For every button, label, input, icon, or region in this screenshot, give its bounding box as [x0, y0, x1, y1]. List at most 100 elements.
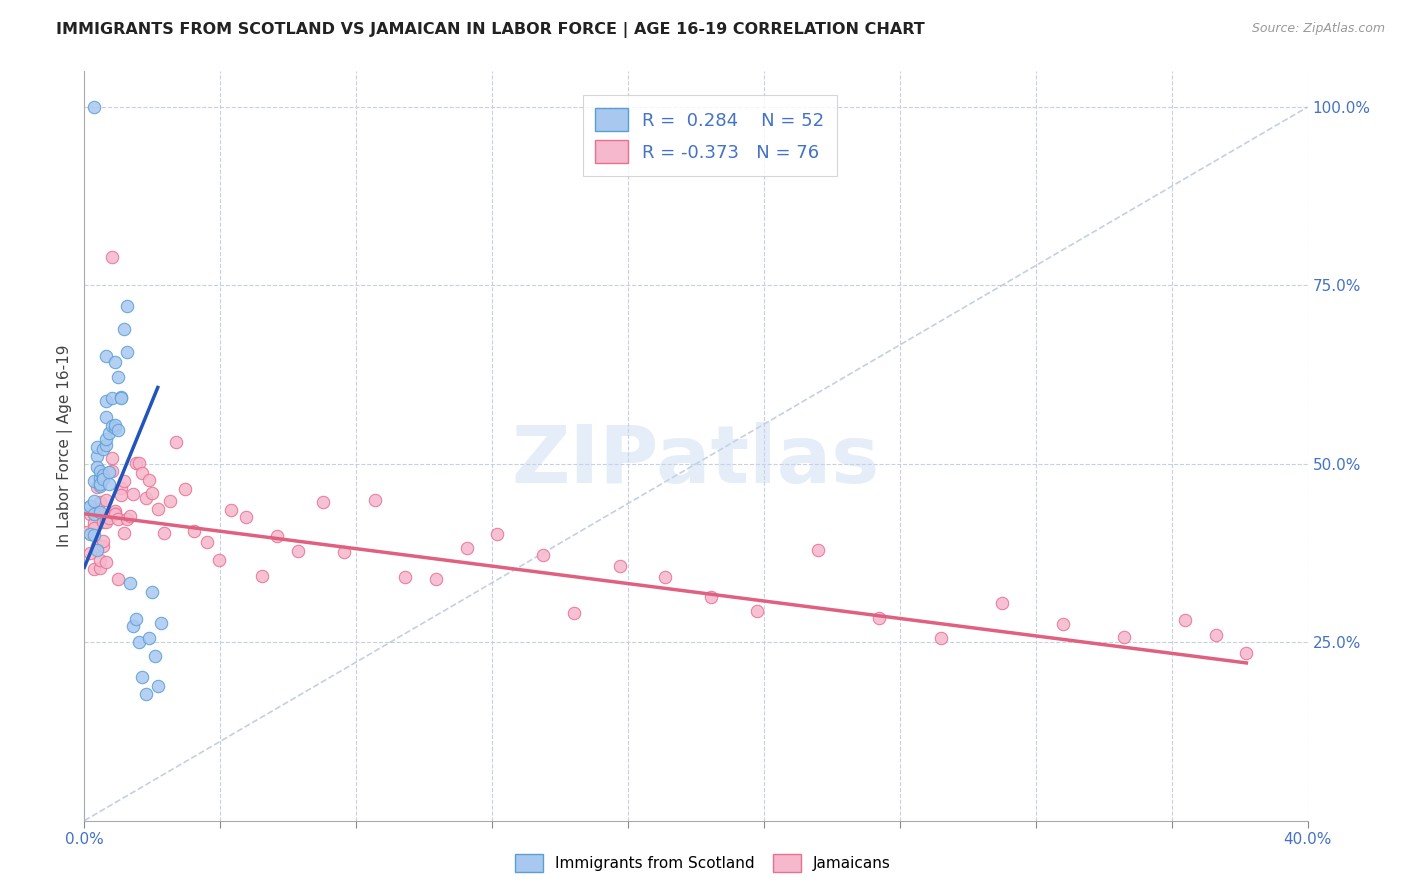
Point: [101, 418, 124, 433]
Point: [86, 480, 108, 494]
Point: [107, 512, 129, 526]
Point: [86, 542, 108, 557]
Point: [97, 511, 120, 525]
Point: [110, 488, 132, 502]
Point: [135, 687, 157, 701]
Point: [94, 516, 117, 530]
Point: [91, 469, 114, 483]
Point: [104, 506, 127, 520]
Point: [195, 534, 218, 549]
Point: [101, 250, 124, 264]
Point: [86, 440, 108, 454]
Point: [128, 456, 150, 470]
Point: [991, 596, 1014, 610]
Point: [112, 322, 135, 336]
Point: [83, 562, 105, 576]
Point: [122, 487, 145, 501]
Point: [110, 392, 132, 406]
Point: [86, 460, 108, 475]
Point: [94, 492, 117, 507]
Point: [94, 409, 117, 424]
Point: [83, 474, 105, 488]
Point: [654, 570, 676, 584]
Point: [122, 619, 145, 633]
Text: ZIPatlas: ZIPatlas: [512, 422, 880, 500]
Point: [79, 507, 101, 521]
Point: [83, 493, 105, 508]
Point: [219, 503, 242, 517]
Legend: Immigrants from Scotland, Jamaicans: Immigrants from Scotland, Jamaicans: [508, 846, 898, 880]
Point: [131, 670, 153, 684]
Point: [146, 501, 169, 516]
Point: [165, 435, 187, 450]
Point: [146, 679, 169, 693]
Point: [101, 464, 124, 478]
Point: [1114, 630, 1136, 644]
Point: [86, 539, 108, 553]
Point: [250, 569, 273, 583]
Point: [174, 482, 197, 496]
Text: Source: ZipAtlas.com: Source: ZipAtlas.com: [1251, 22, 1385, 36]
Point: [76, 525, 98, 540]
Point: [89, 478, 111, 492]
Point: [89, 561, 111, 575]
Point: [83, 521, 105, 535]
Point: [107, 370, 129, 384]
Point: [287, 544, 309, 558]
Point: [807, 542, 830, 557]
Point: [89, 553, 111, 567]
Point: [609, 558, 631, 573]
Point: [456, 541, 478, 555]
Point: [94, 349, 117, 363]
Point: [97, 465, 120, 479]
Point: [83, 100, 105, 114]
Point: [76, 501, 98, 516]
Point: [364, 493, 387, 508]
Point: [138, 632, 160, 646]
Point: [104, 507, 127, 521]
Point: [1052, 617, 1074, 632]
Point: [89, 495, 111, 509]
Point: [125, 612, 148, 626]
Point: [97, 508, 120, 522]
Point: [120, 509, 142, 524]
Point: [562, 606, 585, 620]
Point: [97, 476, 120, 491]
Point: [110, 481, 132, 495]
Point: [128, 635, 150, 649]
Point: [104, 421, 127, 435]
Point: [312, 494, 335, 508]
Point: [89, 473, 111, 487]
Point: [869, 610, 891, 624]
Point: [112, 474, 135, 488]
Point: [101, 391, 124, 405]
Point: [94, 555, 117, 569]
Point: [91, 533, 114, 548]
Point: [104, 418, 127, 433]
Point: [107, 572, 129, 586]
Point: [97, 425, 120, 440]
Point: [89, 464, 111, 478]
Point: [110, 390, 132, 404]
Point: [83, 516, 105, 530]
Point: [1174, 613, 1197, 627]
Point: [89, 471, 111, 485]
Point: [91, 442, 114, 456]
Point: [394, 570, 416, 584]
Point: [91, 472, 114, 486]
Point: [89, 477, 111, 491]
Point: [89, 504, 111, 518]
Point: [1205, 628, 1227, 642]
Point: [131, 467, 153, 481]
Point: [141, 485, 163, 500]
Point: [83, 528, 105, 542]
Point: [120, 575, 142, 590]
Point: [94, 438, 117, 452]
Point: [747, 604, 769, 618]
Point: [115, 299, 138, 313]
Point: [149, 616, 172, 631]
Point: [1236, 646, 1258, 660]
Point: [159, 494, 181, 508]
Point: [135, 491, 157, 505]
Point: [91, 467, 114, 482]
